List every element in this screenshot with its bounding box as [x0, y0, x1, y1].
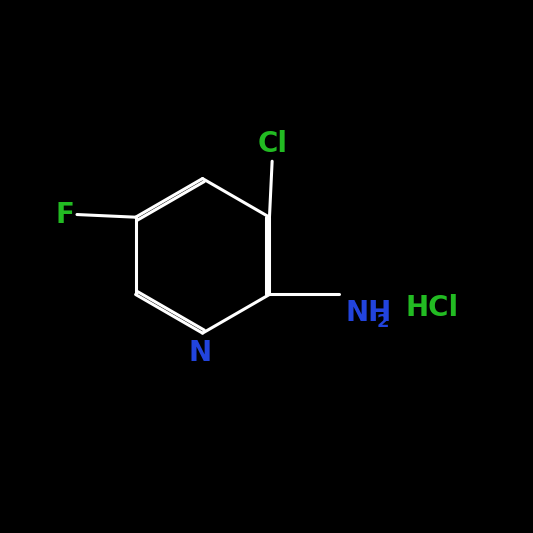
Text: NH: NH: [345, 299, 391, 327]
Text: 2: 2: [377, 313, 389, 331]
Text: F: F: [56, 200, 75, 229]
Text: N: N: [188, 340, 212, 367]
Text: Cl: Cl: [257, 130, 287, 158]
Text: HCl: HCl: [405, 294, 458, 322]
